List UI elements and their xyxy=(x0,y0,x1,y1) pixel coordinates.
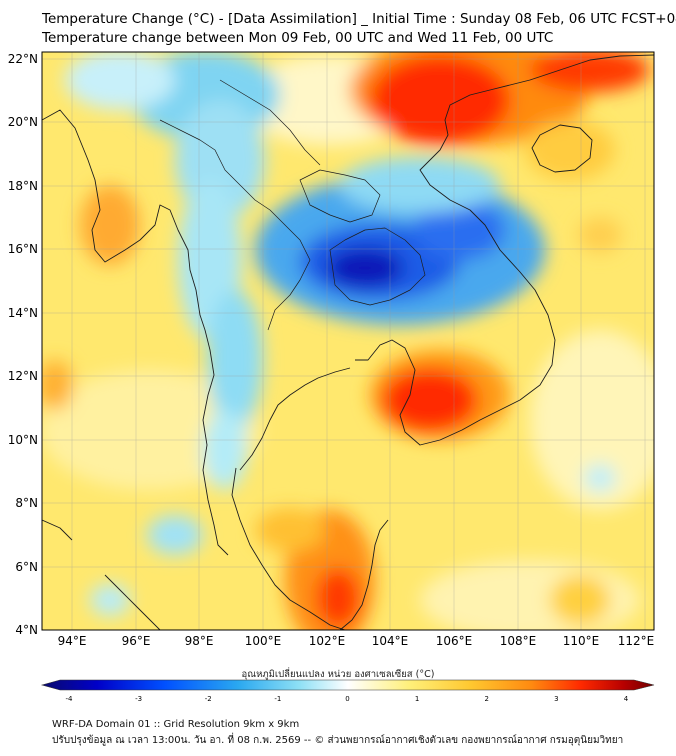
colorbar-tick-label: 3 xyxy=(554,695,558,703)
map-title-line2: Temperature change between Mon 09 Feb, 0… xyxy=(42,30,554,46)
lon-label: 100°E xyxy=(245,634,282,648)
colorbar-tick-label: -1 xyxy=(274,695,281,703)
lat-label: 14°N xyxy=(8,306,38,320)
plot-frame xyxy=(41,51,655,631)
lat-label: 4°N xyxy=(15,623,38,637)
temperature-change-map: 22°N 20°N 18°N 16°N 14°N 12°N 10°N 8°N 6… xyxy=(8,51,655,648)
colorbar-title: อุณหภูมิเปลี่ยนแปลง หน่วย องศาเซลเซียส (… xyxy=(241,669,435,680)
map-title-line1: Temperature Change (°C) - [Data Assimila… xyxy=(42,11,676,27)
colorbar-tick-label: -4 xyxy=(66,695,74,703)
lon-label: 108°E xyxy=(500,634,537,648)
colorbar-tick-label: 2 xyxy=(485,695,489,703)
colorbar-tick-label: 0 xyxy=(345,695,349,703)
colorbar-tick-label: -2 xyxy=(205,695,212,703)
lon-label: 112°E xyxy=(618,634,655,648)
colorbar-tick-label: -3 xyxy=(135,695,142,703)
lat-label: 18°N xyxy=(8,179,38,193)
colorbar-tick-label: 4 xyxy=(624,695,629,703)
lat-label: 8°N xyxy=(15,496,38,510)
lon-label: 96°E xyxy=(122,634,151,648)
lat-label: 16°N xyxy=(8,242,38,256)
colorbar-ticks: -4 -3 -2 -1 0 1 2 3 4 xyxy=(66,695,629,703)
lon-label: 94°E xyxy=(58,634,87,648)
lat-label: 6°N xyxy=(15,560,38,574)
map-gridlines xyxy=(42,52,654,630)
coastlines xyxy=(42,54,654,630)
lat-label: 20°N xyxy=(8,115,38,129)
lon-axis: 94°E 96°E 98°E 100°E 102°E 104°E 106°E 1… xyxy=(58,634,655,648)
colorbar-tick-label: 1 xyxy=(415,695,419,703)
lat-label: 12°N xyxy=(8,369,38,383)
temperature-field xyxy=(42,52,654,630)
lon-label: 110°E xyxy=(563,634,600,648)
lat-label: 22°N xyxy=(8,52,38,66)
lon-label: 106°E xyxy=(436,634,473,648)
lon-label: 104°E xyxy=(372,634,409,648)
footer-domain-info: WRF-DA Domain 01 :: Grid Resolution 9km … xyxy=(52,719,300,730)
footer-credit: ปรับปรุงข้อมูล ณ เวลา 13:00น. วัน อา. ที… xyxy=(52,735,624,746)
lon-label: 102°E xyxy=(309,634,346,648)
lon-label: 98°E xyxy=(185,634,214,648)
lat-label: 10°N xyxy=(8,433,38,447)
lat-axis: 22°N 20°N 18°N 16°N 14°N 12°N 10°N 8°N 6… xyxy=(8,52,38,637)
